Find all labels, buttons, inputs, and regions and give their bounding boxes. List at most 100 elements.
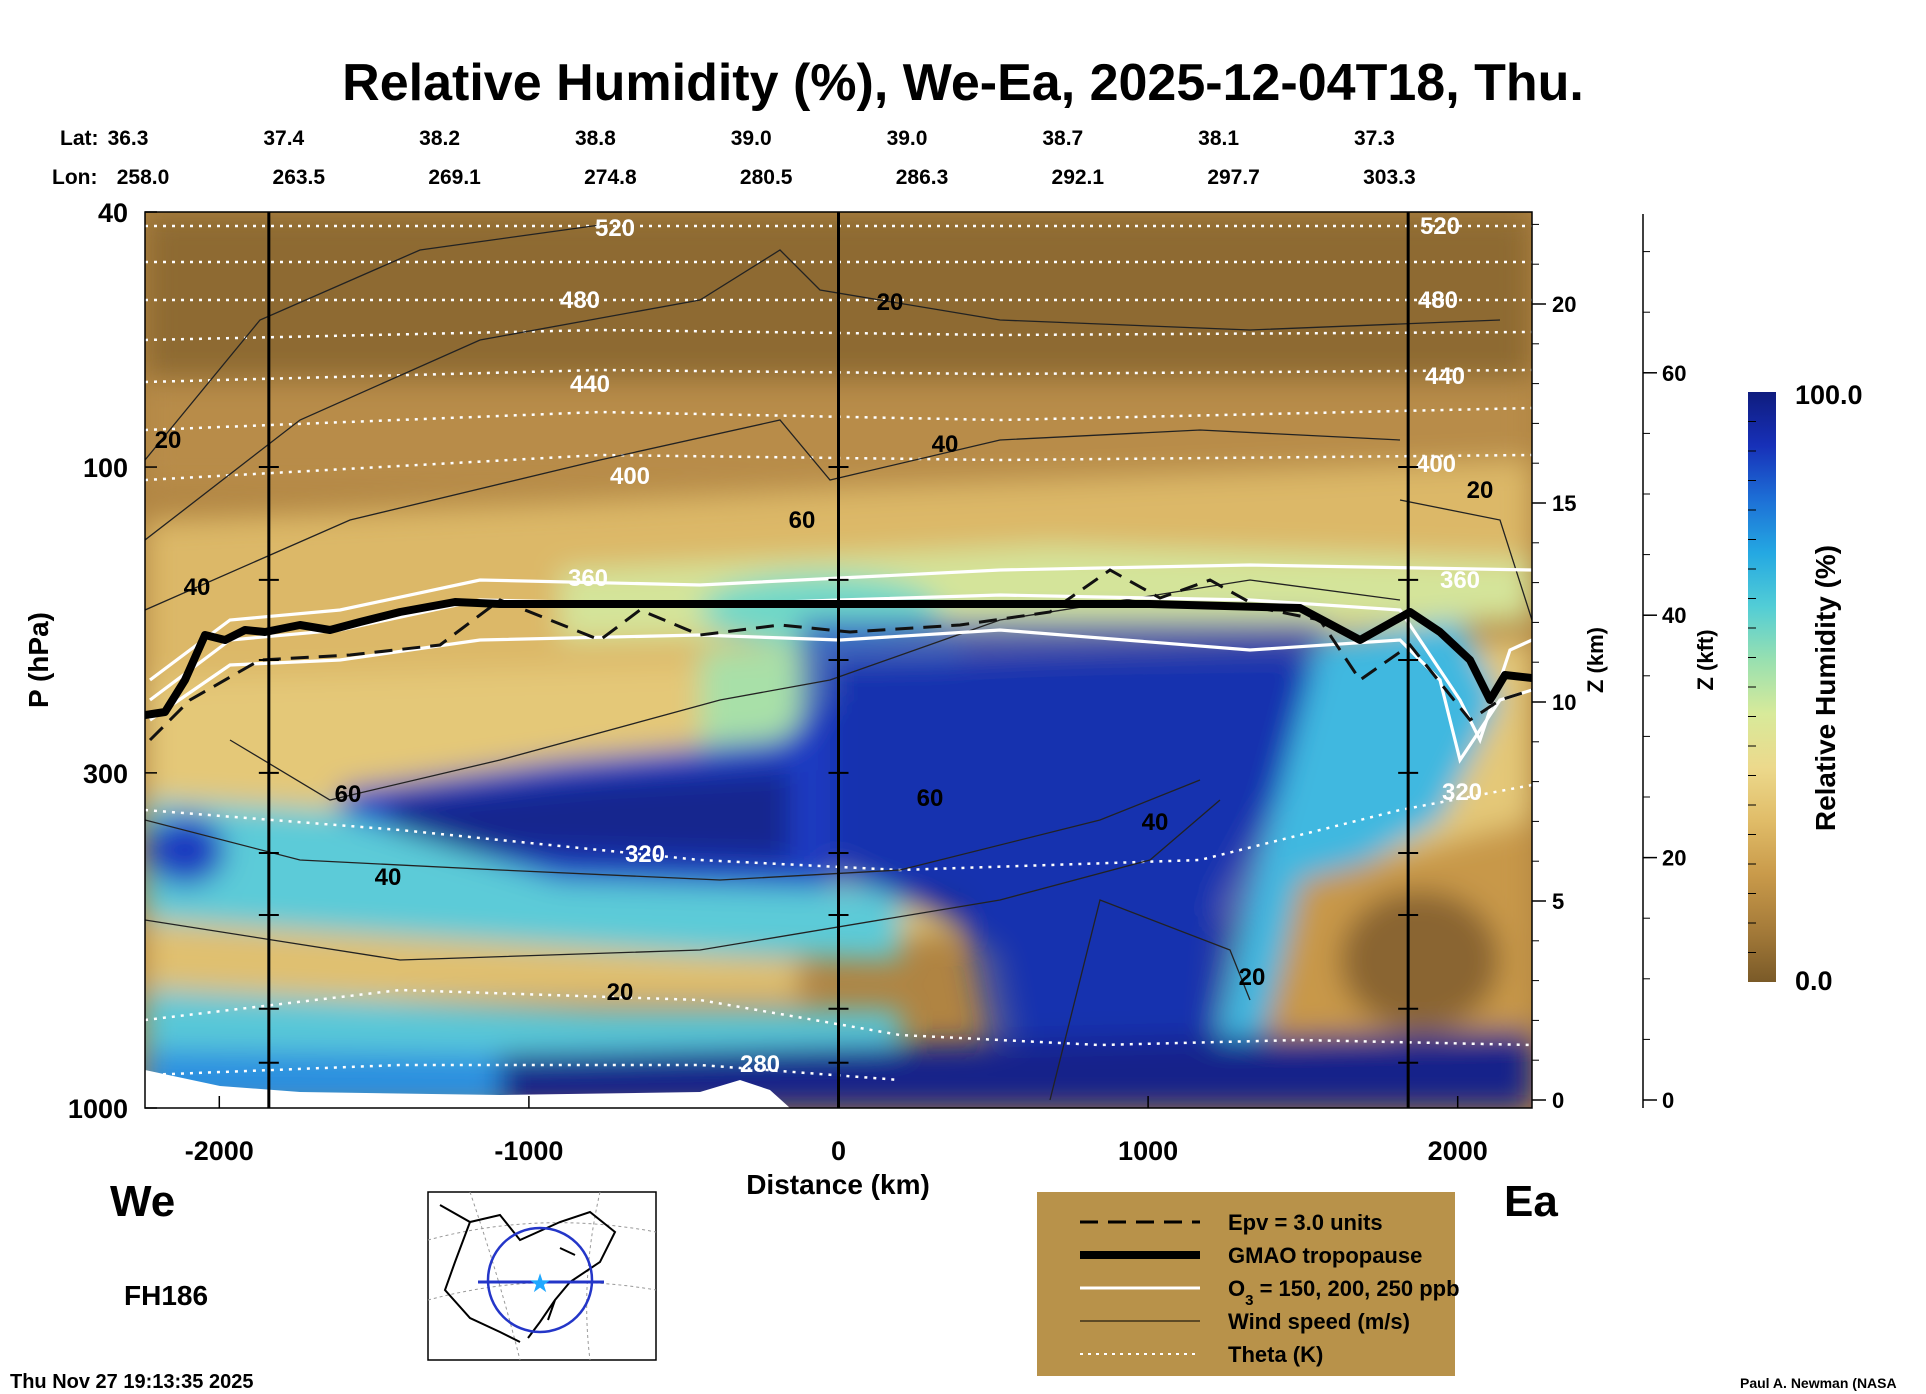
lon-value: 303.3 (1363, 166, 1416, 189)
wind-contour (145, 799, 1221, 961)
theta-line (145, 1063, 901, 1082)
wind-contour (1049, 899, 1251, 1101)
lon-label: Lon: (52, 166, 97, 189)
lat-value: 37.4 (263, 127, 304, 150)
coastline (439, 1204, 617, 1343)
y-tick-label: 40 (98, 198, 128, 228)
z-kft-tick-label: 0 (1662, 1088, 1674, 1113)
lat-value: 37.3 (1354, 127, 1395, 150)
y-tick-label: 300 (83, 759, 128, 789)
inset-map: ★ (427, 1191, 657, 1361)
graticule-line (469, 1191, 521, 1361)
z-kft-tick-label: 40 (1662, 603, 1686, 628)
lon-value: 258.0 (117, 166, 170, 189)
wind-label: 40 (932, 431, 959, 458)
wind-label: 20 (607, 979, 634, 1006)
z-kft-axis: 0 20 40 60 (1642, 214, 1686, 1113)
wind-speed-contours (145, 224, 1532, 1101)
y-tick-label: 1000 (68, 1094, 128, 1124)
z-kft-tick-label: 20 (1662, 846, 1686, 871)
inset-domain-circle (486, 1226, 594, 1334)
z-km-axis: 0 5 10 15 20 (1532, 223, 1576, 1113)
legend-box (1037, 1192, 1455, 1376)
theta-label: 280 (740, 1051, 780, 1078)
theta-label: 400 (1416, 451, 1456, 478)
yellow-lower-mid (145, 920, 800, 1000)
lat-value: 36.3 (108, 127, 149, 150)
wind-label: 60 (335, 781, 362, 808)
chart-title: Relative Humidity (%), We-Ea, 2025-12-04… (342, 54, 1584, 112)
lon-value: 286.3 (896, 166, 949, 189)
lon-value: 292.1 (1052, 166, 1105, 189)
z-km-tick-label: 15 (1552, 491, 1576, 516)
lat-value: 39.0 (887, 127, 928, 150)
colorbar-min-label: 0.0 (1795, 966, 1833, 996)
terrain-mask (145, 1070, 790, 1108)
z-kft-axis-label: Z (kft) (1693, 629, 1718, 690)
theta-label: 440 (570, 371, 610, 398)
lat-value: 39.0 (731, 127, 772, 150)
theta-line (145, 406, 1532, 432)
lon-value: 263.5 (273, 166, 326, 189)
colorbar-label: Relative Humidity (%) (1810, 545, 1841, 831)
lon-value: 297.7 (1207, 166, 1260, 189)
theta-label: 320 (1442, 779, 1482, 806)
z-km-tick-label: 5 (1552, 889, 1564, 914)
wind-label: 20 (1239, 964, 1266, 991)
wind-label: 40 (1142, 809, 1169, 836)
theta-label: 520 (1420, 213, 1460, 240)
wind-contour (1399, 499, 1532, 621)
theta-label: 320 (625, 841, 665, 868)
theta-line (145, 328, 1532, 342)
wind-label: 20 (155, 427, 182, 454)
blue-column-edge (800, 620, 1370, 1108)
lat-lon-header: Lat: Lon: 36.3 37.4 38.2 38.8 39.0 39.0 38.7 38… (52, 127, 1416, 189)
wind-contour (229, 579, 1401, 801)
colorbar: 100.0 0.0 Relative Humidity (%) (1748, 380, 1863, 996)
blue-blob-west (145, 815, 225, 885)
z-kft-tick-label: 60 (1662, 361, 1686, 386)
lat-value: 38.8 (575, 127, 616, 150)
x-tick-label: 2000 (1428, 1136, 1488, 1166)
y-axis-label: P (hPa) (23, 612, 54, 708)
ozone-contour (149, 628, 1532, 764)
lon-value: 269.1 (428, 166, 481, 189)
x-axis-label: Distance (km) (746, 1169, 930, 1200)
x-tick-label: -1000 (494, 1136, 563, 1166)
legend-label: GMAO tropopause (1228, 1243, 1422, 1268)
y-axis: 40 100 300 1000 (68, 198, 157, 1124)
vertical-reference-lines (258, 212, 1419, 1108)
legend-label: Theta (K) (1228, 1342, 1323, 1367)
theta-label: 440 (1425, 363, 1465, 390)
wind-contour (145, 249, 1501, 541)
wind-label: 60 (917, 785, 944, 812)
wind-contour (145, 419, 1401, 611)
cyan-lower-west (145, 990, 900, 1060)
timestamp: Thu Nov 27 19:13:35 2025 (10, 1371, 253, 1393)
legend-label-subscript: 3 (1245, 1292, 1253, 1309)
theta-line (145, 368, 1532, 384)
wind-contour (145, 779, 1201, 881)
theta-label: 480 (1418, 287, 1458, 314)
theta-label: 400 (610, 463, 650, 490)
wind-label: 20 (877, 289, 904, 316)
west-label: We (110, 1177, 175, 1226)
theta-line (145, 453, 1532, 482)
wind-label: 40 (184, 574, 211, 601)
graticule-line (586, 1191, 601, 1361)
x-tick-label: 0 (831, 1136, 846, 1166)
ozone-contour (149, 563, 1532, 682)
theta-label: 480 (560, 287, 600, 314)
cyan-band-lower-west (145, 800, 900, 960)
east-label: Ea (1504, 1177, 1558, 1226)
z-km-axis-label: Z (km) (1583, 627, 1608, 693)
wind-contour (145, 224, 601, 461)
legend-label: Wind speed (m/s) (1228, 1309, 1410, 1334)
theta-label: 360 (568, 565, 608, 592)
lon-value: 280.5 (740, 166, 793, 189)
colorbar-max-label: 100.0 (1795, 380, 1863, 410)
forecast-hour: FH186 (124, 1280, 208, 1311)
legend-label-rest: = 150, 200, 250 ppb (1253, 1276, 1459, 1301)
